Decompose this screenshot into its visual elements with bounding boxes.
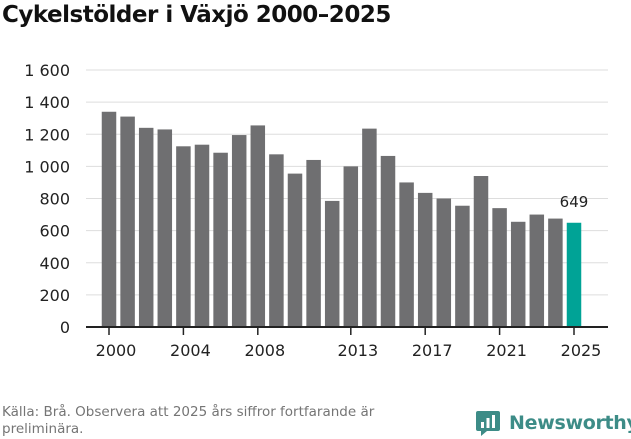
bar-2016: [399, 182, 414, 327]
y-tick-label: 1 600: [24, 61, 70, 80]
y-tick-label: 200: [39, 286, 70, 305]
x-tick-label: 2021: [486, 341, 527, 360]
bar-2002: [138, 127, 154, 327]
x-axis: 2000 2004 2008 2013 2017 2021 2025: [96, 327, 602, 360]
x-tick-label: 2004: [170, 341, 211, 360]
bar-2006: [213, 152, 228, 327]
bar-2013: [343, 166, 359, 327]
data-label-highlight: 649: [560, 193, 589, 211]
bar-2019: [455, 205, 470, 327]
x-tick-label: 2017: [412, 341, 453, 360]
bar-2023: [529, 214, 545, 327]
y-tick-label: 800: [39, 190, 70, 209]
y-tick-label: 1 400: [24, 93, 70, 112]
bar-2011: [306, 159, 321, 327]
bar-2001: [120, 116, 135, 327]
bar-2018: [436, 198, 452, 327]
brand-name: Newsworthy: [509, 412, 631, 434]
bar-2015: [380, 155, 396, 327]
x-tick-label: 2025: [561, 341, 602, 360]
source-note: Källa: Brå. Observera att 2025 års siffr…: [2, 404, 375, 437]
y-tick-label: 0: [60, 318, 70, 337]
x-tick-label: 2000: [96, 341, 137, 360]
bar-2024: [548, 218, 563, 327]
brand-logo: Newsworthy: [475, 408, 631, 438]
bar-2003: [157, 129, 173, 327]
bar-2005: [194, 144, 210, 327]
bars: [101, 111, 582, 328]
y-tick-label: 600: [39, 222, 70, 241]
bar-2012: [324, 200, 340, 327]
y-tick-label: 400: [39, 254, 70, 273]
bar-2009: [269, 154, 284, 327]
bar-2022: [510, 221, 526, 327]
y-tick-label: 1 200: [24, 125, 70, 144]
bar-2008: [250, 125, 266, 328]
bar-2004: [176, 146, 191, 327]
data-labels: 649: [560, 193, 589, 211]
bar-2020: [473, 176, 489, 327]
bar-2010: [287, 173, 303, 327]
y-tick-label: 1 000: [24, 157, 70, 176]
newsworthy-chart-bubble-icon: [476, 411, 500, 436]
bar-2007: [231, 135, 247, 327]
bar-2021: [492, 208, 507, 327]
bar-2017: [417, 192, 433, 327]
bar-2000: [101, 111, 117, 327]
y-axis: 0 200 400 600 800 1 000 1 200 1 400 1 600: [24, 61, 70, 337]
chart-title: Cykelstölder i Växjö 2000–2025: [2, 2, 391, 28]
bar-2014: [362, 128, 377, 327]
x-tick-label: 2013: [337, 341, 378, 360]
x-tick-label: 2008: [244, 341, 285, 360]
bar-2025: [566, 222, 582, 327]
